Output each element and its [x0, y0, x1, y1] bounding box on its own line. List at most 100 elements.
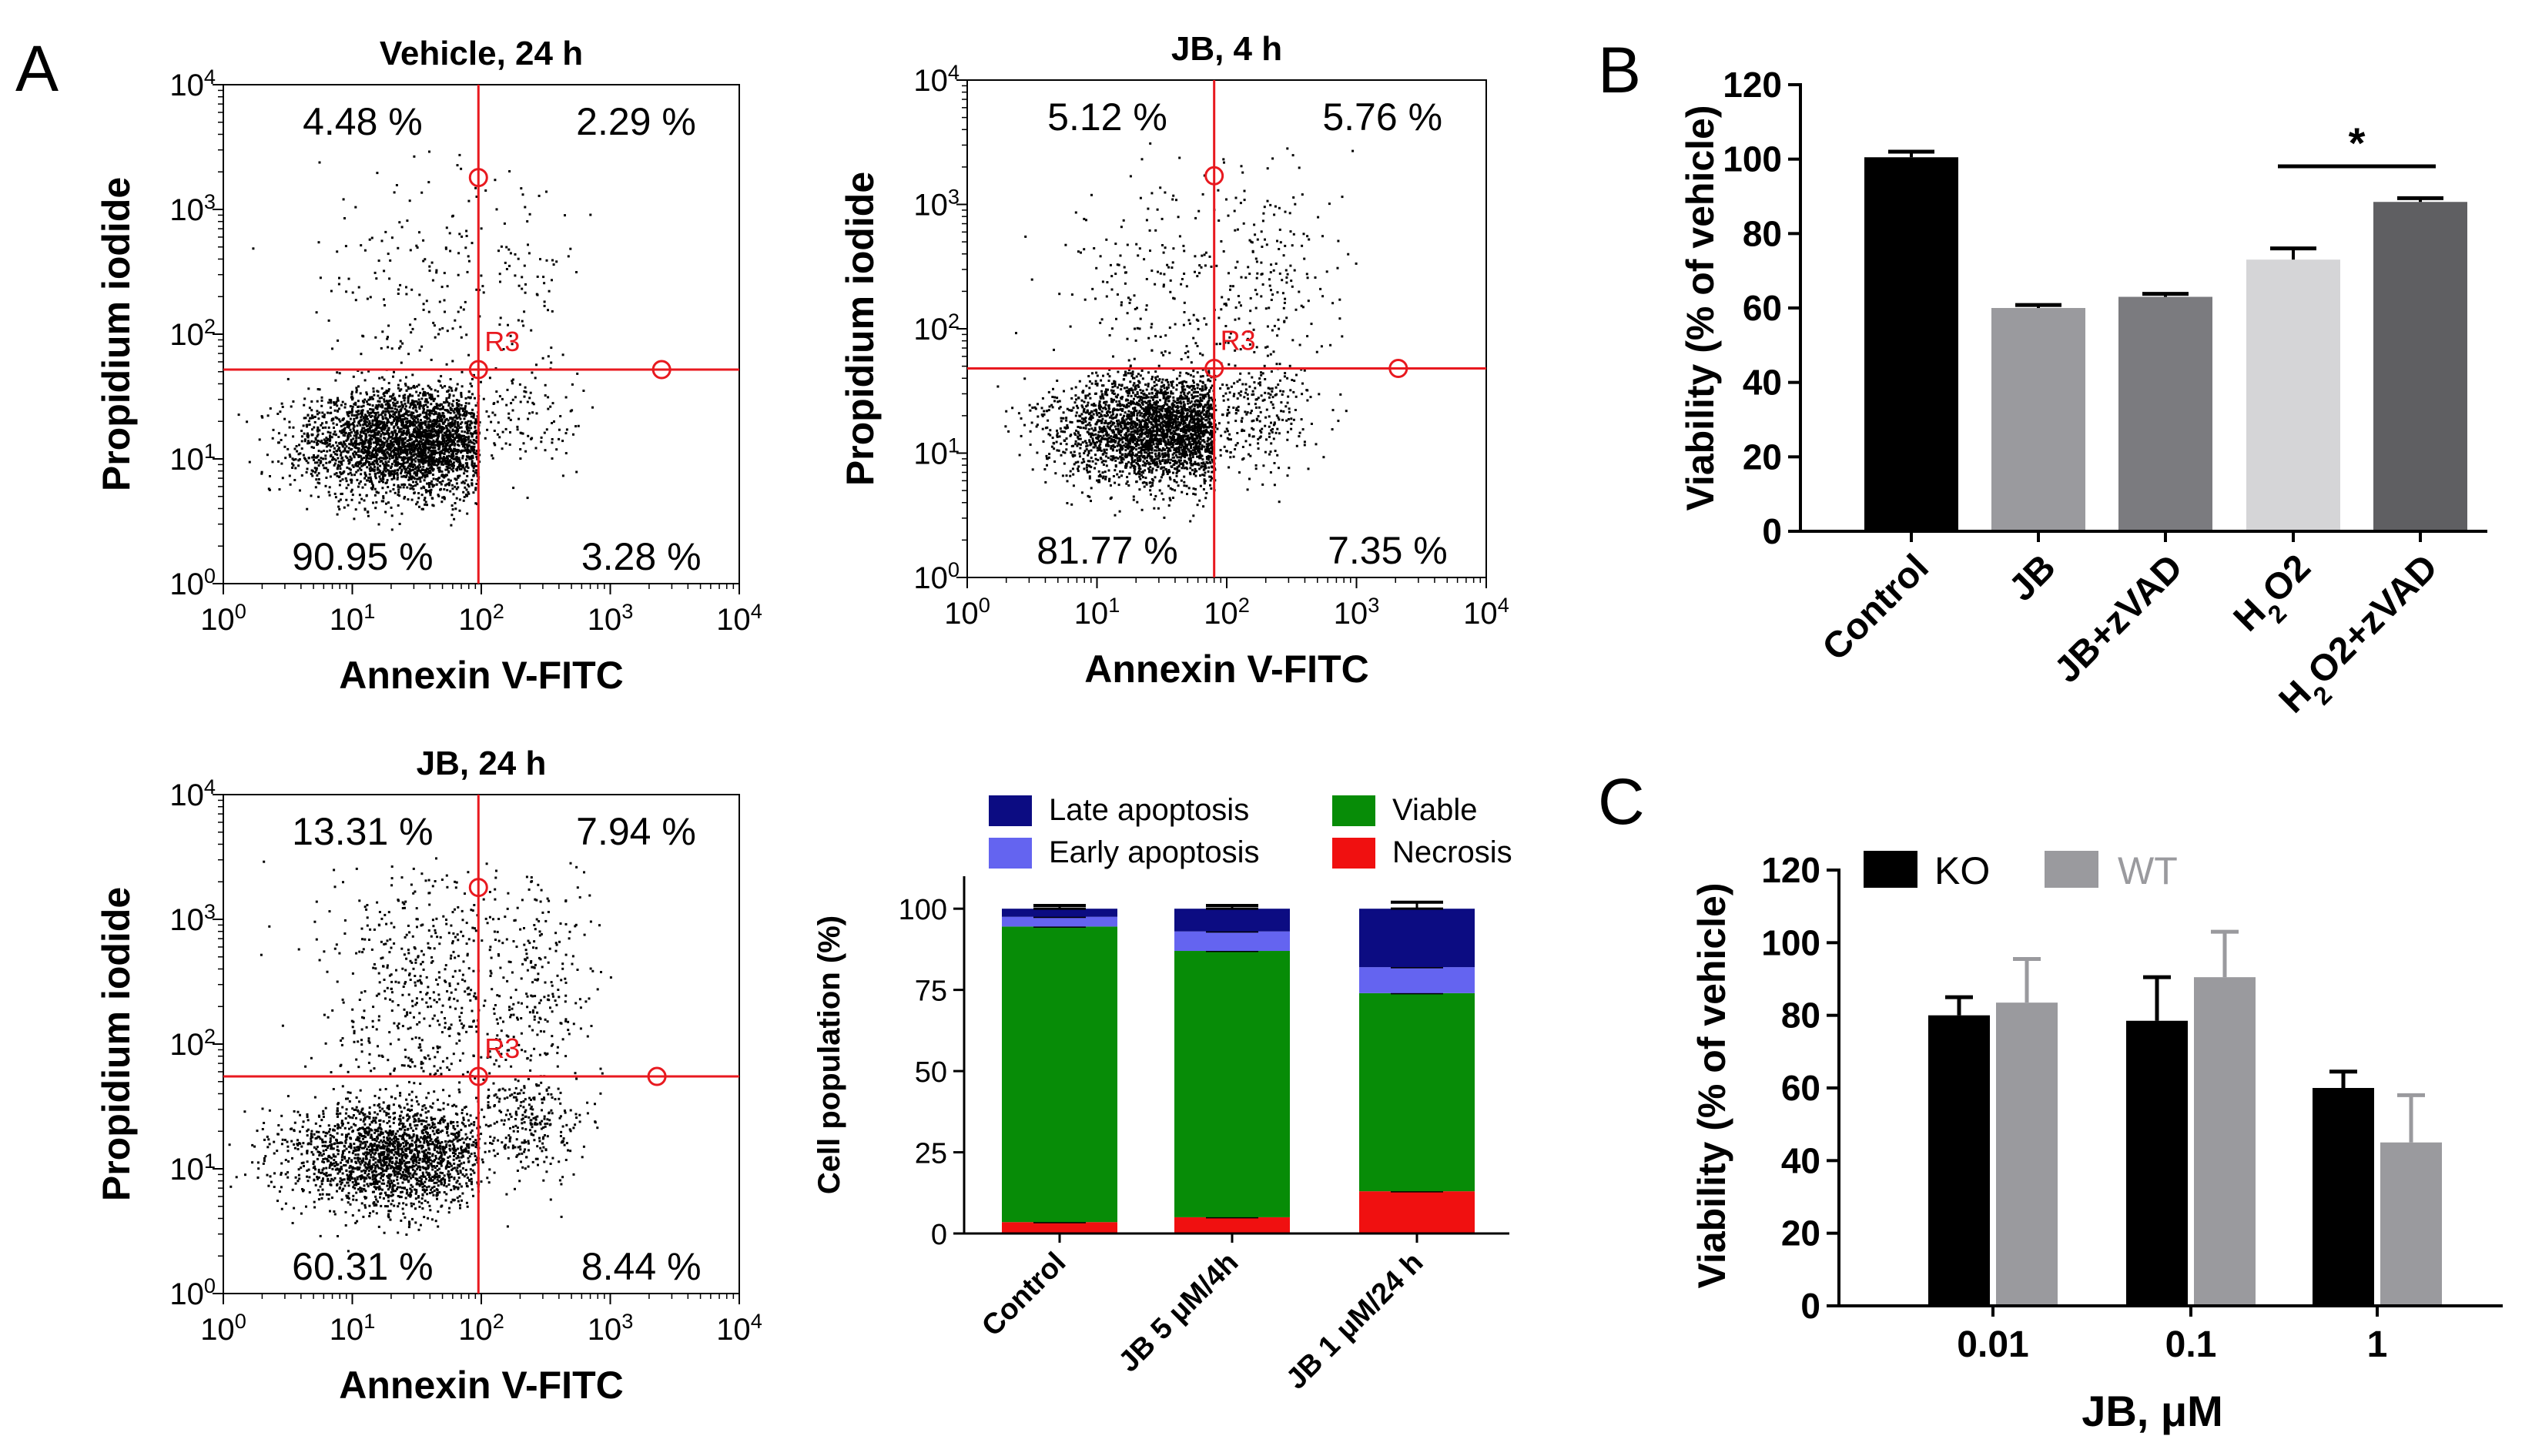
scatter-dot	[352, 444, 354, 447]
scatter-dot	[457, 466, 461, 469]
scatter-dot	[394, 399, 396, 402]
scatter-dot	[400, 472, 403, 475]
scatter-dot	[410, 331, 413, 334]
scatter-dot	[1102, 384, 1105, 387]
scatter-dot	[439, 384, 442, 387]
scatter-dot	[500, 245, 503, 248]
scatter-dot	[430, 434, 433, 437]
scatter-dot	[373, 411, 377, 414]
scatter-dot	[369, 470, 372, 473]
scatter-dot	[424, 433, 427, 437]
scatter-dot	[1092, 441, 1095, 444]
scatter-dot	[396, 439, 399, 442]
scatter-dot	[437, 494, 440, 497]
scatter-dot	[397, 413, 400, 417]
scatter-dot	[457, 310, 460, 313]
scatter-dot	[1041, 414, 1044, 417]
scatter-dot	[1184, 442, 1187, 445]
scatter-dot	[447, 424, 450, 427]
scatter-dot	[507, 248, 511, 251]
scatter-dot	[359, 433, 362, 437]
scatter-dot	[388, 446, 391, 449]
scatter-dot	[419, 465, 422, 468]
scatter-dot	[325, 461, 328, 464]
scatter-dot	[386, 479, 389, 482]
scatter-dot	[464, 448, 467, 451]
scatter-dot	[1181, 386, 1184, 389]
scatter-dot	[355, 464, 358, 467]
scatter-dot	[374, 413, 377, 417]
scatter-dot	[277, 441, 280, 444]
scatter-dot	[1055, 440, 1058, 443]
scatter-dot	[386, 444, 389, 447]
scatter-dot	[398, 440, 401, 443]
scatter-dot	[465, 421, 468, 424]
scatter-dot	[372, 462, 375, 465]
scatter-dot	[1087, 494, 1090, 497]
scatter-dot	[434, 412, 437, 415]
scatter-dot	[410, 403, 412, 407]
scatter-dot	[321, 411, 324, 414]
scatter-dot	[320, 423, 323, 427]
scatter-dot	[338, 407, 340, 410]
scatter-dot	[375, 404, 378, 407]
scatter-dot	[464, 436, 467, 439]
scatter-dot	[1207, 370, 1211, 373]
scatter-dot	[444, 462, 447, 465]
scatter-dot	[315, 456, 318, 459]
scatter-dot	[334, 496, 337, 499]
scatter-dot	[1110, 458, 1113, 461]
scatter-dot	[376, 454, 378, 457]
scatter-dot	[341, 419, 344, 422]
scatter-dot	[363, 413, 367, 417]
scatter-dot	[356, 447, 359, 450]
scatter-dot	[1147, 449, 1150, 452]
scatter-dot	[384, 455, 387, 458]
scatter-dot	[1144, 443, 1147, 446]
scatter-dot	[514, 274, 517, 277]
scatter-dot	[1131, 370, 1134, 373]
scatter-dot	[400, 447, 403, 450]
scatter-dot	[1211, 447, 1214, 450]
scatter-dot	[1102, 452, 1105, 455]
scatter-dot	[432, 441, 435, 444]
scatter-dot	[449, 435, 452, 438]
scatter-dot	[374, 445, 377, 448]
scatter-dot	[342, 459, 345, 462]
scatter-dot	[1171, 466, 1174, 468]
scatter-dot	[1154, 445, 1157, 448]
scatter-dot	[360, 431, 363, 434]
scatter-dot	[520, 432, 523, 435]
scatter-dot	[1118, 439, 1121, 442]
scatter-dot	[400, 226, 404, 229]
scatter-dot	[1103, 450, 1106, 453]
scatter-dot	[1137, 470, 1140, 473]
scatter-dot	[371, 423, 374, 427]
scatter-dot	[531, 437, 534, 440]
scatter-dot	[421, 411, 424, 414]
scatter-dot	[393, 454, 396, 457]
scatter-dot	[354, 403, 357, 407]
scatter-dot	[447, 478, 450, 481]
scatter-dot	[1161, 447, 1164, 450]
scatter-dot	[1110, 383, 1114, 385]
scatter-dot	[459, 417, 462, 420]
scatter-dot	[404, 441, 407, 444]
scatter-dot	[418, 433, 421, 437]
scatter-dot	[414, 474, 417, 477]
scatter-dot	[419, 469, 422, 472]
scatter-dot	[350, 407, 353, 410]
scatter-dot	[1087, 454, 1090, 457]
scatter-dot	[313, 458, 315, 461]
scatter-dot	[338, 447, 340, 450]
scatter-dot	[456, 467, 459, 470]
scatter-dot	[369, 476, 372, 479]
scatter-dot	[377, 390, 380, 393]
scatter-dot	[411, 401, 414, 404]
scatter-dot	[434, 440, 437, 443]
scatter-dot	[425, 436, 428, 439]
scatter-dot	[1093, 403, 1096, 405]
scatter-dot	[361, 430, 364, 433]
scatter-dot	[551, 457, 554, 460]
scatter-dot	[465, 443, 468, 446]
